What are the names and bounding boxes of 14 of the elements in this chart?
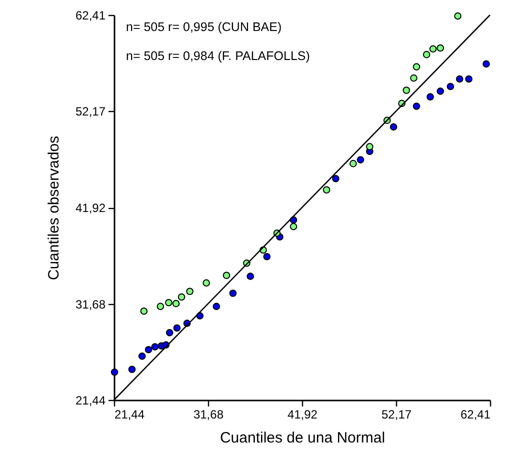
x-tick-label: 62,41 xyxy=(460,408,491,422)
annotation: n= 505 r= 0,995 (CUN BAE) xyxy=(126,20,282,34)
x-tick-label: 21,44 xyxy=(114,408,145,422)
y-tick-label: 31,68 xyxy=(75,297,106,312)
x-tick-label: 31,68 xyxy=(193,408,224,422)
annotation: n= 505 r= 0,984 (F. PALAFOLLS) xyxy=(126,49,310,63)
x-tick-label: 41,92 xyxy=(287,408,318,422)
y-tick-label: 62,41 xyxy=(75,8,106,22)
y-tick-label: 41,92 xyxy=(75,201,106,216)
x-axis-title: Cuantiles de una Normal xyxy=(220,430,386,446)
y-tick-label: 52,17 xyxy=(75,104,106,119)
y-tick-label: 21,44 xyxy=(75,394,106,408)
y-axis-title: Cuantiles observados xyxy=(45,136,62,280)
x-tick-label: 52,17 xyxy=(382,408,412,422)
